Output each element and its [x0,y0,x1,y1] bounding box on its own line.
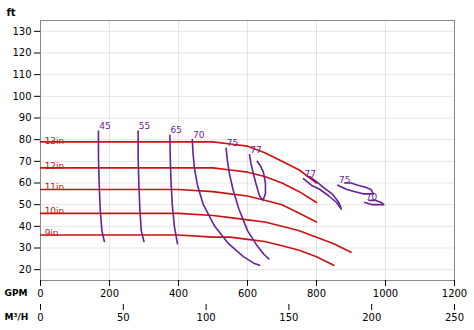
svg-text:120: 120 [12,47,31,58]
svg-text:9in: 9in [45,228,59,238]
svg-text:600: 600 [238,288,257,299]
svg-text:50: 50 [117,312,130,323]
svg-text:40: 40 [19,221,32,232]
svg-text:77: 77 [250,145,261,155]
svg-text:70: 70 [193,130,205,140]
svg-text:200: 200 [100,288,119,299]
svg-text:1200: 1200 [442,288,467,299]
svg-text:90: 90 [19,112,32,123]
svg-text:100: 100 [197,312,216,323]
svg-text:77: 77 [304,169,315,179]
svg-text:110: 110 [12,69,31,80]
svg-text:12in: 12in [45,161,65,171]
svg-text:0: 0 [37,312,43,323]
svg-text:400: 400 [169,288,188,299]
svg-text:80: 80 [19,134,32,145]
svg-text:10in: 10in [45,206,65,216]
svg-text:1000: 1000 [373,288,398,299]
svg-text:150: 150 [279,312,298,323]
svg-text:30: 30 [19,242,32,253]
svg-text:65: 65 [171,125,182,135]
svg-text:75: 75 [227,138,238,148]
svg-text:45: 45 [99,121,110,131]
svg-text:11in: 11in [45,182,65,192]
svg-text:M³/H: M³/H [5,312,29,322]
svg-text:50: 50 [19,199,32,210]
svg-text:70: 70 [19,156,32,167]
svg-text:75: 75 [339,175,350,185]
svg-text:20: 20 [19,264,32,275]
svg-text:55: 55 [139,121,150,131]
svg-text:60: 60 [19,177,32,188]
svg-text:130: 130 [12,26,31,37]
svg-text:13in: 13in [45,136,65,146]
svg-text:0: 0 [37,288,43,299]
svg-text:250: 250 [445,312,464,323]
svg-text:70: 70 [366,192,378,202]
svg-text:800: 800 [307,288,326,299]
svg-text:ft: ft [7,7,16,18]
svg-text:GPM: GPM [5,288,28,298]
svg-text:100: 100 [12,91,31,102]
svg-text:200: 200 [362,312,381,323]
